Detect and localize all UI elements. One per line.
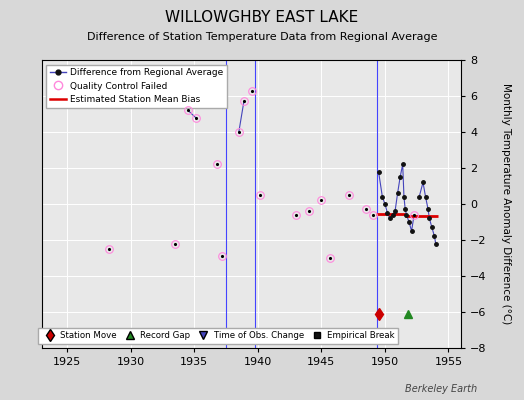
Text: Berkeley Earth: Berkeley Earth bbox=[405, 384, 477, 394]
Text: WILLOWGHBY EAST LAKE: WILLOWGHBY EAST LAKE bbox=[166, 10, 358, 25]
Y-axis label: Monthly Temperature Anomaly Difference (°C): Monthly Temperature Anomaly Difference (… bbox=[500, 83, 510, 325]
Legend: Station Move, Record Gap, Time of Obs. Change, Empirical Break: Station Move, Record Gap, Time of Obs. C… bbox=[38, 328, 398, 344]
Text: Difference of Station Temperature Data from Regional Average: Difference of Station Temperature Data f… bbox=[87, 32, 437, 42]
